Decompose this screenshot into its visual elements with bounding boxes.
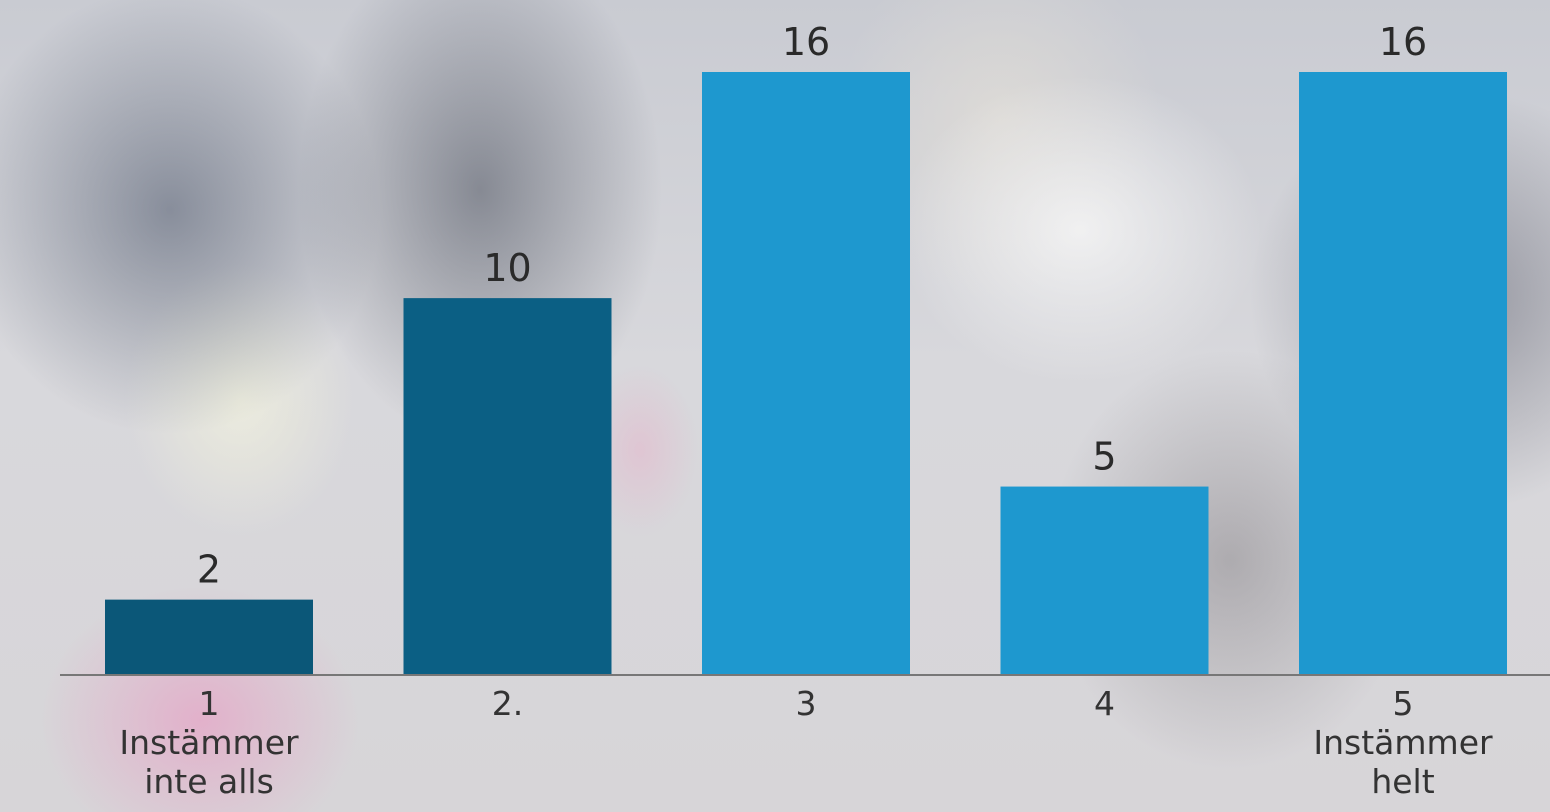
value-labels-group: 2 10 16 5 16	[197, 20, 1427, 592]
data-label-3: 16	[782, 20, 830, 64]
bars-group	[105, 72, 1507, 675]
data-label-5: 16	[1379, 20, 1427, 64]
data-label-4: 5	[1092, 435, 1116, 479]
x-tick-label-2: 2.	[492, 684, 524, 723]
data-label-2: 10	[483, 246, 531, 290]
bar-3	[702, 72, 910, 675]
x-tick-labels-group: 1 Instämmer inte alls 2. 3 4 5 Instämmer helt	[119, 684, 1493, 801]
bar-1	[105, 599, 313, 675]
x-tick-label-4: 4	[1094, 684, 1115, 723]
bar-4	[1000, 486, 1209, 675]
data-label-1: 2	[197, 548, 221, 592]
x-tick-label-3: 3	[796, 684, 817, 723]
x-tick-label-1: 1 Instämmer inte alls	[119, 684, 299, 801]
x-tick-label-5: 5 Instämmer helt	[1313, 684, 1493, 801]
bar-5	[1299, 72, 1507, 675]
bar-2	[403, 298, 612, 675]
